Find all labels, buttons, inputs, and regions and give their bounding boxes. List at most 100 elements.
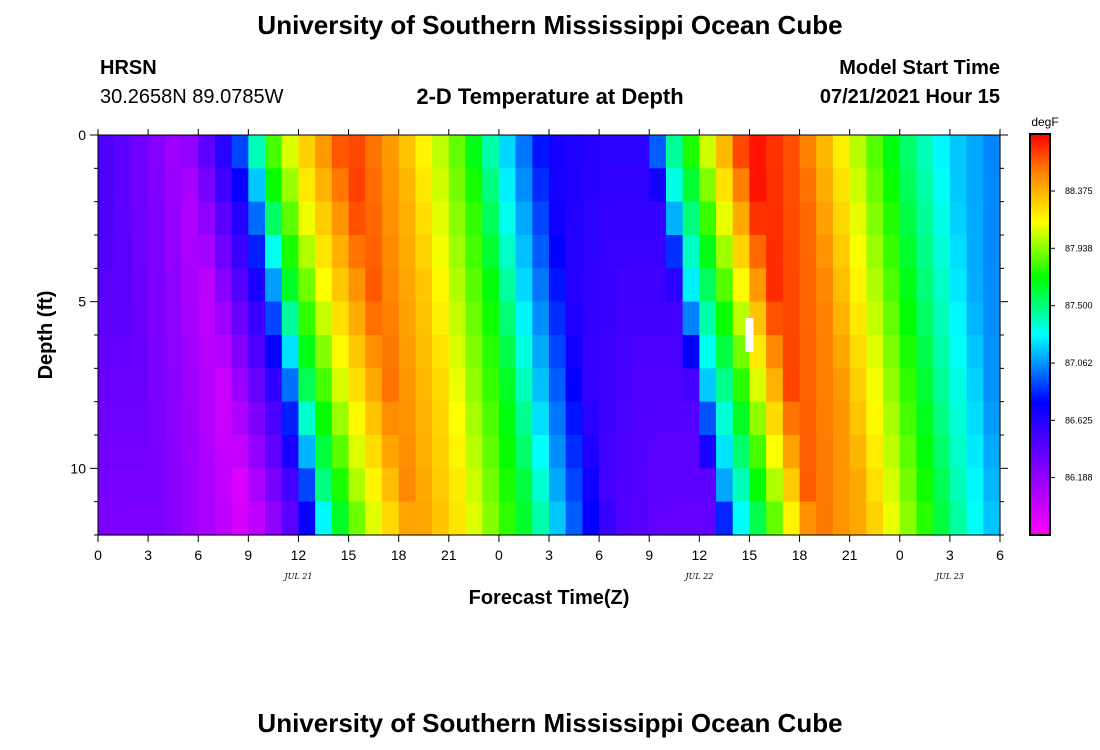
heatmap-cell xyxy=(832,268,851,303)
heatmap-cell xyxy=(749,468,767,503)
heatmap-cell xyxy=(799,201,817,236)
heatmap-cell xyxy=(532,435,550,469)
heatmap-cell xyxy=(98,435,116,469)
heatmap-cell xyxy=(114,468,132,503)
heatmap-cell xyxy=(883,168,901,203)
x-tick-label: 3 xyxy=(946,547,954,563)
heatmap-cell xyxy=(432,168,450,203)
heatmap-cell xyxy=(883,235,901,269)
heatmap-cell xyxy=(381,335,400,369)
heatmap-cell xyxy=(849,435,867,469)
heatmap-cell xyxy=(114,435,132,469)
heatmap-cell xyxy=(699,501,717,536)
heatmap-cell xyxy=(148,368,166,403)
x-tick-label: 18 xyxy=(391,547,407,563)
heatmap-cell xyxy=(315,201,333,236)
heatmap-cell xyxy=(983,435,1001,469)
heatmap-cell xyxy=(515,335,533,369)
heatmap-cell xyxy=(582,268,600,303)
heatmap-cell xyxy=(832,301,851,336)
heatmap-cell xyxy=(281,335,300,369)
heatmap-cell xyxy=(782,301,801,336)
heatmap-cell xyxy=(231,301,249,336)
heatmap-cell xyxy=(265,435,283,469)
heatmap-cell xyxy=(381,168,400,203)
heatmap-cell xyxy=(899,235,918,269)
heatmap-cell xyxy=(231,235,249,269)
heatmap-cell xyxy=(498,201,517,236)
y-axis-label: Depth (ft) xyxy=(35,291,57,380)
heatmap-cell xyxy=(582,235,600,269)
x-tick-label: 18 xyxy=(792,547,808,563)
heatmap-cell xyxy=(665,235,684,269)
heatmap-cell xyxy=(381,301,400,336)
heatmap-cell xyxy=(766,168,784,203)
heatmap-cell xyxy=(949,301,968,336)
heatmap-cell xyxy=(782,235,801,269)
heatmap-cell xyxy=(315,335,333,369)
y-tick-label: 0 xyxy=(78,127,86,143)
heatmap-cell xyxy=(766,135,784,169)
heatmap-cell xyxy=(498,268,517,303)
heatmap-cell xyxy=(649,301,667,336)
heatmap-cell xyxy=(365,435,383,469)
heatmap-cell xyxy=(148,468,166,503)
heatmap-cell xyxy=(549,268,567,303)
heatmap-cell xyxy=(164,201,183,236)
heatmap-cell xyxy=(966,401,984,436)
heatmap-cell xyxy=(214,135,233,169)
heatmap-cell xyxy=(582,468,600,503)
heatmap-cell xyxy=(782,168,801,203)
heatmap-cell xyxy=(164,301,183,336)
heatmap-cell xyxy=(432,268,450,303)
heatmap-cell xyxy=(849,235,867,269)
heatmap-cell xyxy=(599,235,617,269)
heatmap-cell xyxy=(281,501,300,536)
heatmap-cell xyxy=(899,401,918,436)
heatmap-cell xyxy=(665,368,684,403)
heatmap-cell xyxy=(732,135,751,169)
heatmap-cell xyxy=(582,401,600,436)
heatmap-cell xyxy=(281,168,300,203)
heatmap-cell xyxy=(983,301,1001,336)
heatmap-cell xyxy=(599,335,617,369)
heatmap-cell xyxy=(398,235,416,269)
heatmap-cell xyxy=(615,235,634,269)
heatmap-cell xyxy=(181,268,199,303)
heatmap-cell xyxy=(114,335,132,369)
heatmap-cell xyxy=(181,135,199,169)
heatmap-cell xyxy=(682,301,700,336)
heatmap-cell xyxy=(832,401,851,436)
heatmap-cell xyxy=(966,501,984,536)
heatmap-cell xyxy=(682,468,700,503)
heatmap-cell xyxy=(849,501,867,536)
current-time-marker xyxy=(745,318,754,352)
heatmap-cell xyxy=(766,468,784,503)
x-tick-label: 9 xyxy=(645,547,653,563)
heatmap-cell xyxy=(549,435,567,469)
heatmap-cell xyxy=(265,335,283,369)
heatmap-cell xyxy=(298,435,316,469)
x-tick-label: 0 xyxy=(94,547,102,563)
heatmap-cell xyxy=(866,201,884,236)
heatmap-cell xyxy=(966,368,984,403)
heatmap-cell xyxy=(933,301,951,336)
heatmap-cell xyxy=(298,201,316,236)
heatmap-cell xyxy=(331,335,350,369)
heatmap-cell xyxy=(298,235,316,269)
heatmap-cell xyxy=(782,268,801,303)
heatmap-cell xyxy=(448,401,467,436)
heatmap-cell xyxy=(198,135,216,169)
heatmap-cell xyxy=(248,301,266,336)
heatmap-cell xyxy=(716,301,734,336)
x-tick-label: 15 xyxy=(742,547,758,563)
heatmap-cell xyxy=(98,135,116,169)
heatmap-cell xyxy=(883,401,901,436)
heatmap-cell xyxy=(315,435,333,469)
heatmap-cell xyxy=(933,368,951,403)
heatmap-cell xyxy=(231,501,249,536)
heatmap-cell xyxy=(432,468,450,503)
heatmap-cell xyxy=(348,135,366,169)
heatmap-cell xyxy=(131,468,149,503)
heatmap-cell xyxy=(281,401,300,436)
